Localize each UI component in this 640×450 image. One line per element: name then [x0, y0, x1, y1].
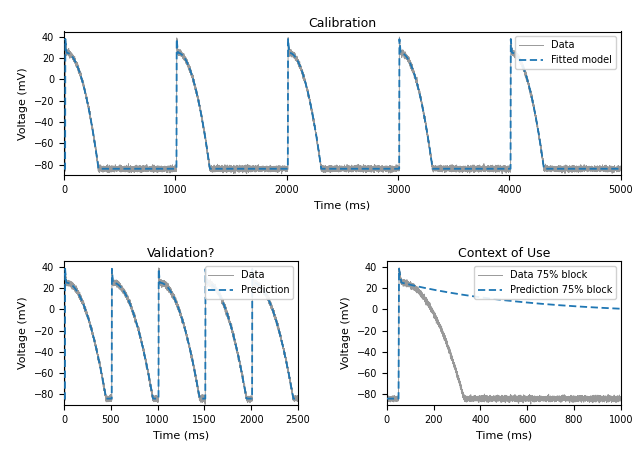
Legend: Data, Prediction: Data, Prediction — [205, 266, 293, 299]
Data — [120, 287, 127, 292]
Data — [181, 327, 189, 332]
Data — [278, 171, 285, 176]
Data — [344, 167, 352, 172]
Prediction 75% block — [393, 396, 401, 401]
Line: Data: Data — [64, 268, 298, 404]
Y-axis label: Voltage (mV): Voltage (mV) — [18, 297, 28, 369]
Fitted model — [617, 166, 625, 171]
Data — [396, 34, 403, 40]
Fitted model — [61, 36, 69, 42]
Fitted model — [344, 166, 352, 171]
Prediction 75% block — [429, 287, 436, 292]
Prediction — [201, 396, 209, 401]
Line: Prediction: Prediction — [64, 269, 298, 399]
Data — [202, 401, 209, 407]
Prediction 75% block — [617, 306, 625, 311]
Data — [367, 166, 375, 171]
Fitted model — [64, 50, 72, 56]
Data — [136, 332, 143, 338]
Line: Prediction 75% block: Prediction 75% block — [387, 269, 621, 399]
Prediction 75% block — [395, 266, 403, 271]
Fitted model — [367, 166, 375, 171]
Y-axis label: Voltage (mV): Voltage (mV) — [18, 67, 28, 140]
Prediction 75% block — [384, 396, 392, 401]
Prediction — [60, 396, 68, 401]
Fitted model — [518, 61, 525, 67]
Data — [60, 396, 68, 401]
Prediction 75% block — [605, 306, 612, 311]
Data — [64, 49, 72, 54]
Prediction 75% block — [383, 396, 390, 401]
Fitted model — [60, 166, 68, 171]
Data 75% block — [605, 398, 612, 404]
Y-axis label: Voltage (mV): Voltage (mV) — [341, 297, 351, 369]
Prediction — [294, 396, 302, 401]
Data 75% block — [393, 396, 401, 402]
Title: Context of Use: Context of Use — [458, 247, 550, 260]
Data 75% block — [527, 401, 534, 407]
Data — [518, 60, 526, 66]
Prediction — [125, 298, 132, 303]
Prediction — [270, 310, 278, 316]
Data — [364, 168, 372, 173]
Data 75% block — [396, 266, 403, 271]
Legend: Data 75% block, Prediction 75% block: Data 75% block, Prediction 75% block — [474, 266, 616, 299]
Data 75% block — [497, 394, 505, 400]
Title: Calibration: Calibration — [308, 18, 376, 30]
Prediction — [61, 266, 69, 271]
Data — [155, 266, 163, 271]
Data 75% block — [429, 308, 436, 313]
Data 75% block — [397, 278, 404, 284]
X-axis label: Time (ms): Time (ms) — [153, 430, 209, 440]
Data 75% block — [384, 396, 392, 401]
Data — [201, 397, 209, 402]
Prediction 75% block — [497, 297, 505, 302]
Prediction — [136, 332, 143, 338]
Data 75% block — [383, 395, 390, 400]
Fitted model — [118, 166, 126, 171]
Prediction — [181, 327, 189, 333]
Data 75% block — [617, 396, 625, 402]
Prediction — [120, 288, 127, 294]
Data — [60, 166, 68, 171]
Legend: Data, Fitted model: Data, Fitted model — [515, 36, 616, 69]
Line: Fitted model: Fitted model — [64, 39, 621, 169]
Data — [125, 297, 132, 303]
Title: Validation?: Validation? — [147, 247, 215, 260]
Data — [617, 166, 625, 171]
Prediction 75% block — [397, 277, 404, 283]
Line: Data 75% block: Data 75% block — [387, 268, 621, 404]
Data — [294, 395, 302, 400]
Data — [118, 166, 126, 171]
Data — [270, 308, 278, 313]
X-axis label: Time (ms): Time (ms) — [314, 200, 371, 211]
Line: Data: Data — [64, 37, 621, 174]
Fitted model — [364, 166, 372, 171]
X-axis label: Time (ms): Time (ms) — [476, 430, 532, 440]
